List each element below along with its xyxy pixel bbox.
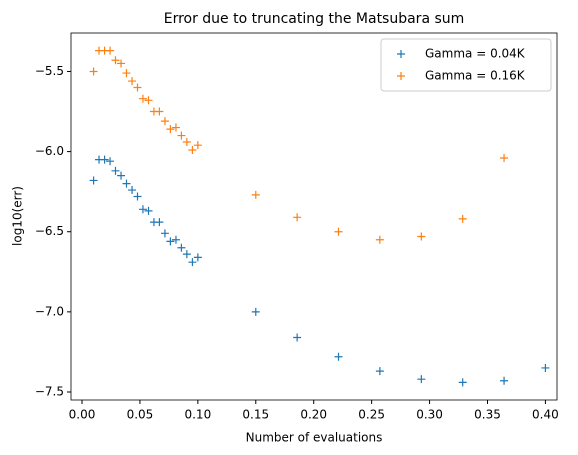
point — [182, 137, 191, 146]
point — [171, 235, 180, 244]
point — [144, 206, 153, 215]
point — [188, 145, 197, 154]
point — [193, 253, 202, 262]
x-tick-label: 0.20 — [300, 408, 327, 422]
point — [334, 227, 343, 236]
legend-box — [380, 38, 552, 92]
point — [160, 117, 169, 126]
point — [166, 237, 175, 246]
point — [182, 250, 191, 259]
point — [144, 96, 153, 105]
point — [500, 376, 509, 385]
point — [117, 171, 126, 180]
point — [138, 94, 147, 103]
point — [133, 83, 142, 92]
legend-label: Gamma = 0.16K — [425, 69, 526, 83]
point — [417, 375, 426, 384]
x-tick-label: 0.15 — [242, 408, 269, 422]
y-tick-label: −7.0 — [35, 304, 64, 318]
x-tick-label: 0.00 — [69, 408, 96, 422]
y-tick-label: −6.5 — [35, 224, 64, 238]
point — [541, 363, 550, 372]
point — [177, 243, 186, 252]
chart-title: Error due to truncating the Matsubara su… — [164, 11, 465, 27]
y-tick-label: −6.0 — [35, 144, 64, 158]
point — [458, 214, 467, 223]
point — [155, 107, 164, 116]
point — [106, 157, 115, 166]
point — [106, 46, 115, 55]
point — [375, 235, 384, 244]
point — [166, 125, 175, 134]
x-tick-label: 0.25 — [358, 408, 385, 422]
point — [111, 56, 120, 65]
y-tick-label: −7.5 — [35, 384, 64, 398]
x-tick-label: 0.05 — [127, 408, 154, 422]
point — [138, 205, 147, 214]
plot-frame — [70, 32, 558, 401]
legend-label: Gamma = 0.04K — [425, 47, 526, 61]
point — [500, 154, 509, 163]
y-axis-label: log10(err) — [11, 186, 25, 246]
point — [122, 179, 131, 188]
point — [160, 229, 169, 238]
point — [458, 378, 467, 387]
x-tick-label: 0.35 — [474, 408, 501, 422]
x-axis-label: Number of evaluations — [246, 431, 383, 445]
point — [334, 352, 343, 361]
point — [111, 166, 120, 175]
point — [171, 123, 180, 132]
point — [251, 307, 260, 316]
x-tick-label: 0.10 — [184, 408, 211, 422]
point — [293, 333, 302, 342]
point — [128, 77, 137, 86]
point — [155, 218, 164, 227]
point — [128, 186, 137, 195]
point — [417, 232, 426, 241]
point — [251, 190, 260, 199]
point — [177, 131, 186, 140]
legend-marker — [397, 72, 405, 80]
point — [188, 258, 197, 267]
point — [100, 155, 109, 164]
x-tick-label: 0.30 — [416, 408, 443, 422]
point — [293, 213, 302, 222]
x-tick-label: 0.40 — [532, 408, 559, 422]
point — [133, 192, 142, 201]
point — [193, 141, 202, 150]
y-tick-label: −5.5 — [35, 64, 64, 78]
legend-marker — [397, 50, 405, 58]
point — [89, 67, 98, 76]
point — [117, 59, 126, 68]
point — [89, 176, 98, 185]
point — [375, 367, 384, 376]
point — [122, 69, 131, 78]
